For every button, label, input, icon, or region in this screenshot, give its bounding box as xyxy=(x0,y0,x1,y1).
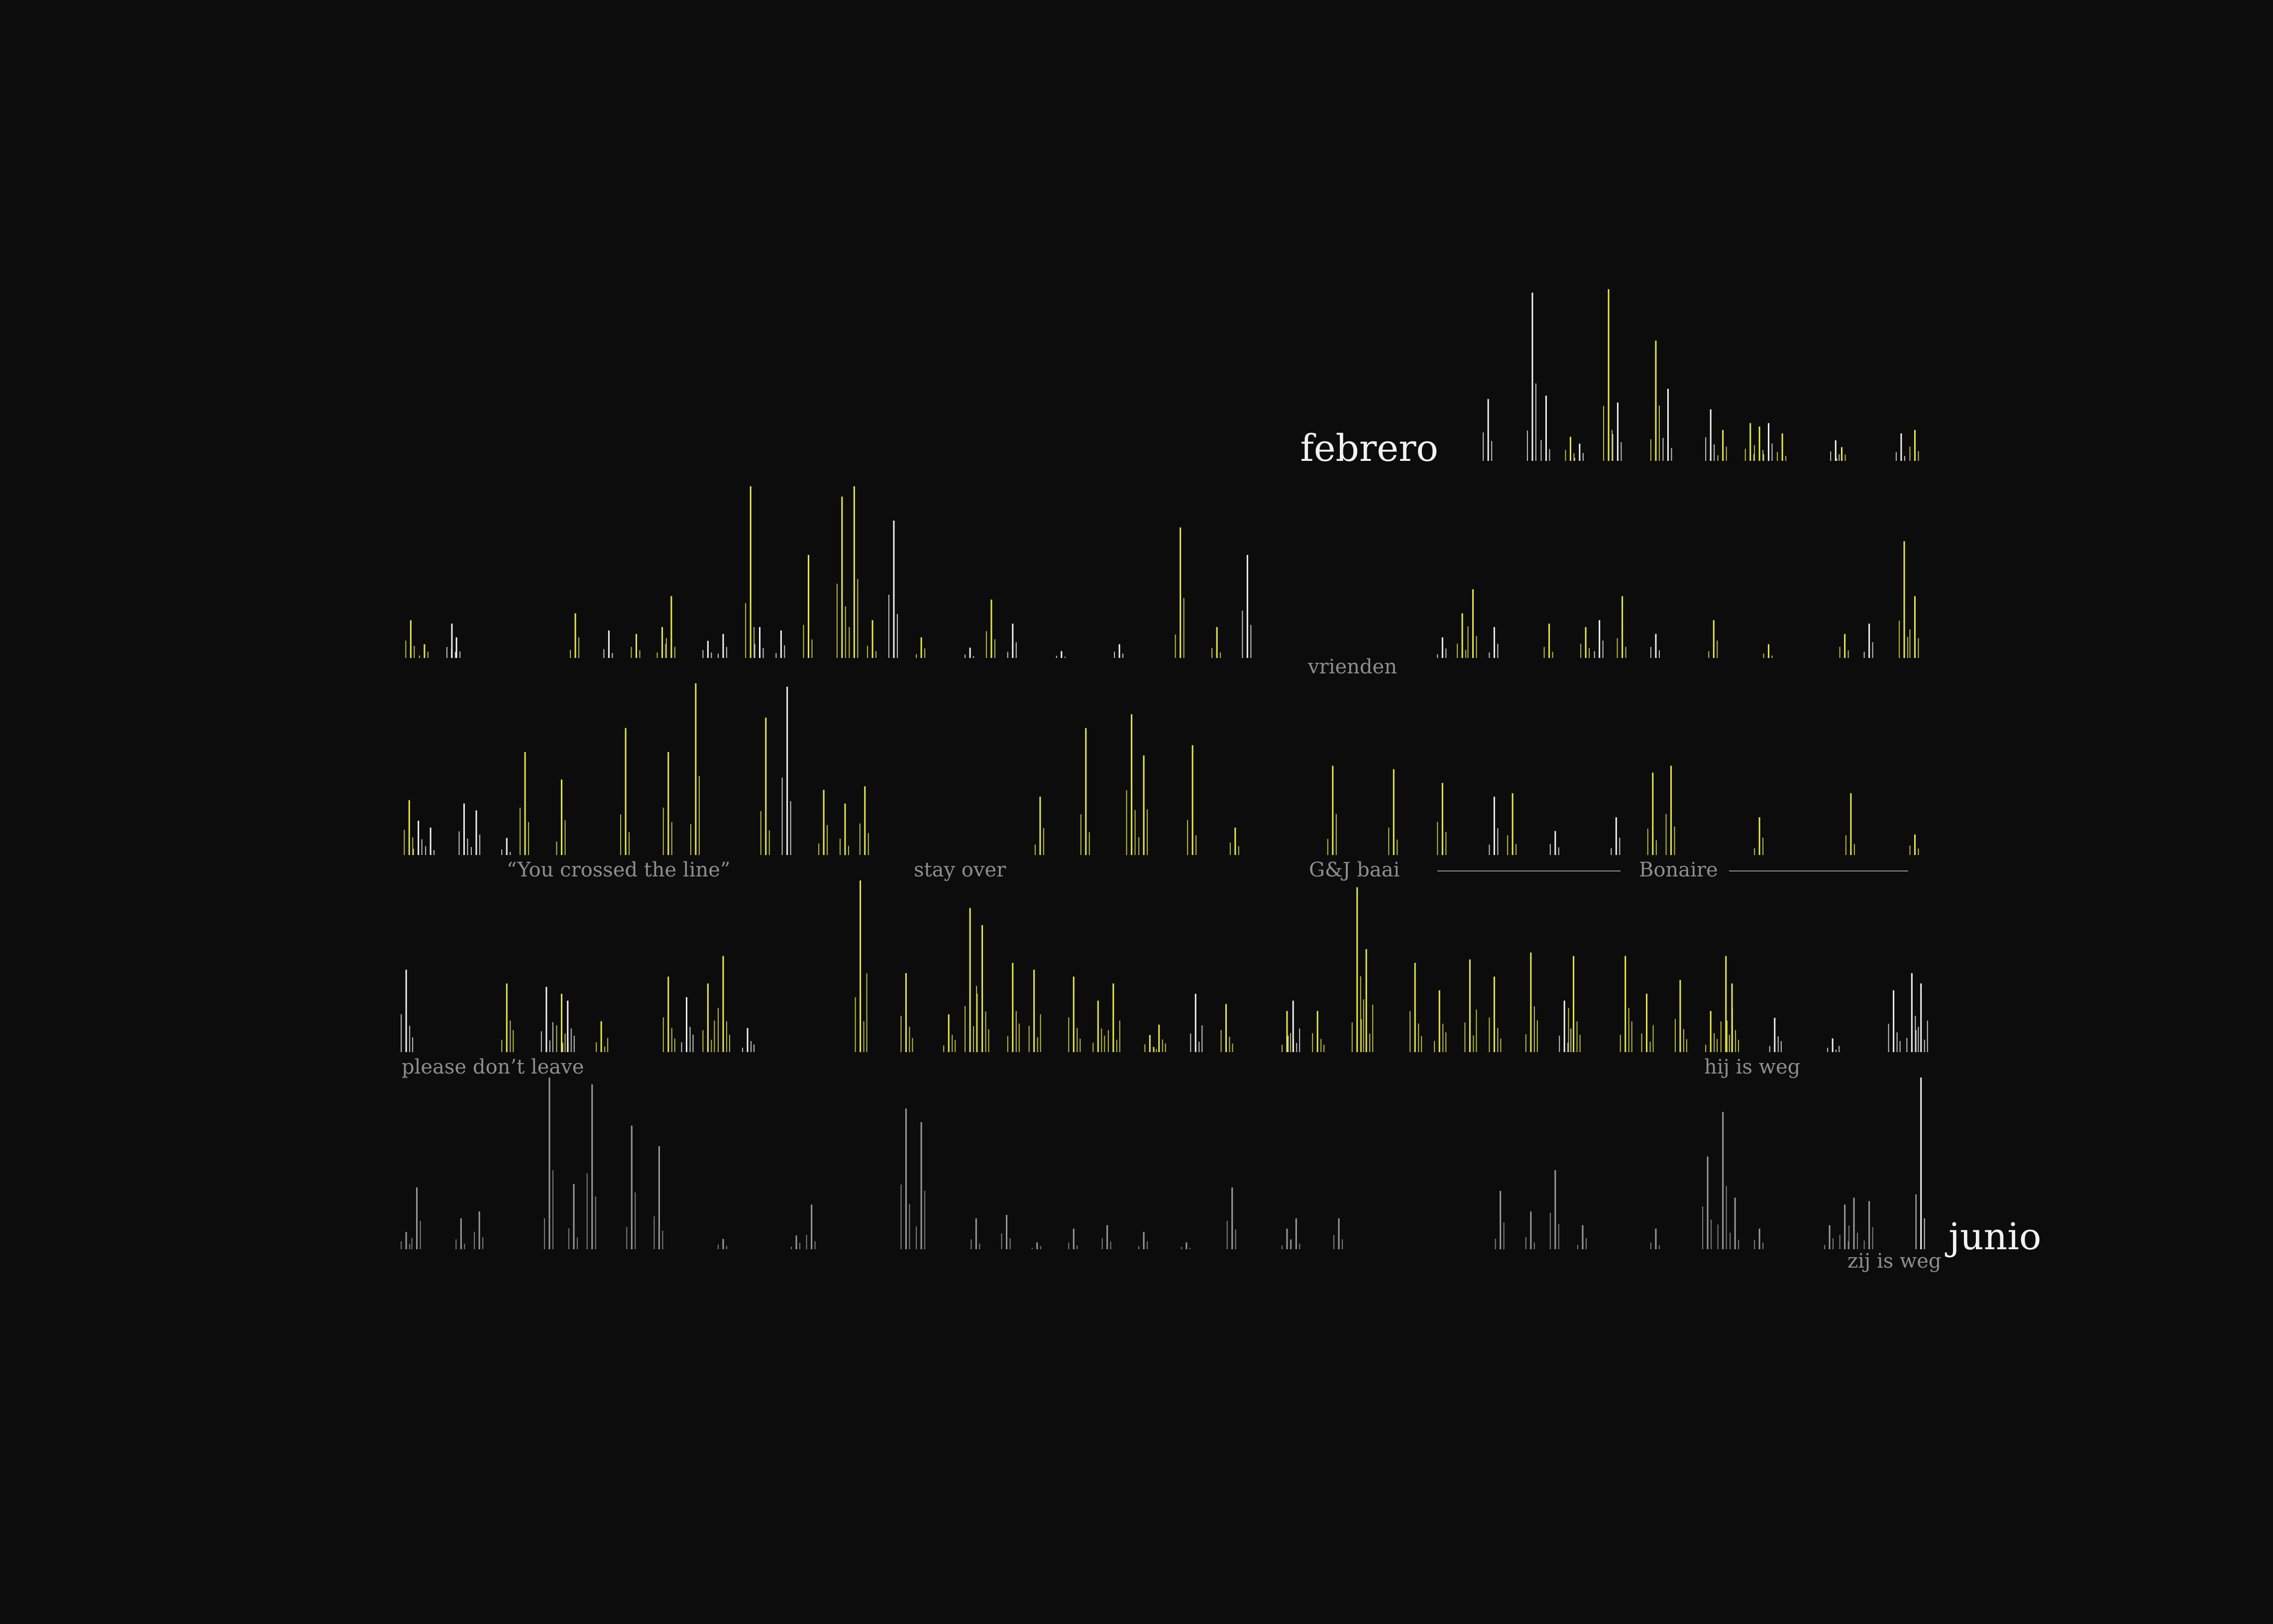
annotation-vrienden: vrienden xyxy=(1308,655,1397,678)
timeline-row-2 xyxy=(405,486,1919,658)
annotation-gj-baai: G&J baai xyxy=(1309,859,1400,881)
timeline-row-3 xyxy=(404,683,1919,855)
timeline-row-1 xyxy=(1483,289,1919,461)
annotation-hij-is-weg: hij is weg xyxy=(1704,1056,1801,1079)
month-label-junio: junio xyxy=(1948,1215,2042,1258)
annotation-please-dont-leave: please don’t leave xyxy=(402,1056,584,1079)
annotation-crossed-line: “You crossed the line” xyxy=(507,859,731,881)
annotation-bonaire: Bonaire xyxy=(1639,859,1718,881)
timeline-row-4 xyxy=(401,880,1928,1052)
timeline-row-5 xyxy=(401,1078,1925,1249)
annotation-zij-is-weg: zij is weg xyxy=(1847,1250,1942,1273)
month-label-febrero: febrero xyxy=(1300,427,1438,470)
activity-bars xyxy=(401,289,1928,1249)
annotation-stay-over: stay over xyxy=(914,859,1006,881)
